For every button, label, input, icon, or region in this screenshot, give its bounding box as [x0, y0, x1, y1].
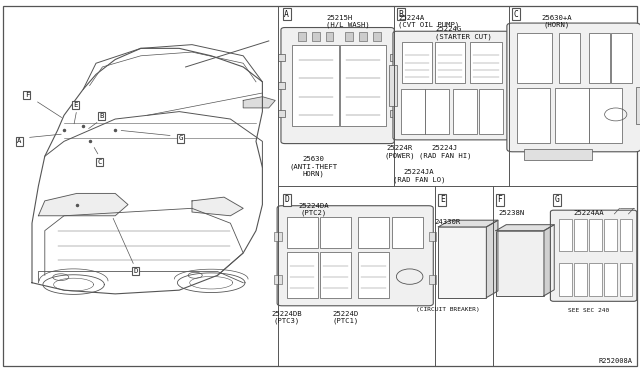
Bar: [345, 32, 353, 41]
Text: B: B: [398, 10, 403, 19]
Bar: [559, 219, 572, 251]
Bar: [496, 231, 544, 296]
Bar: [517, 88, 550, 143]
Bar: [429, 275, 436, 284]
Bar: [636, 87, 640, 124]
Text: A: A: [284, 10, 289, 19]
Bar: [453, 89, 477, 134]
Bar: [620, 219, 632, 251]
Bar: [429, 232, 436, 241]
Bar: [524, 149, 592, 160]
Text: 25630+A
(HORN): 25630+A (HORN): [541, 15, 572, 28]
Text: 25224JA
(RAD FAN LO): 25224JA (RAD FAN LO): [393, 169, 445, 183]
Bar: [312, 32, 319, 41]
Bar: [589, 88, 622, 143]
Text: E: E: [74, 102, 77, 108]
Text: B: B: [99, 113, 103, 119]
Text: 25224DA
(PTC2): 25224DA (PTC2): [298, 203, 329, 216]
Text: R252008A: R252008A: [598, 358, 632, 364]
FancyBboxPatch shape: [281, 28, 394, 144]
Text: 25224D
(PTC1): 25224D (PTC1): [332, 311, 359, 324]
Polygon shape: [192, 197, 243, 216]
Bar: [320, 217, 351, 248]
Bar: [358, 217, 389, 248]
Bar: [326, 32, 333, 41]
Bar: [604, 219, 617, 251]
Text: 25224A
(CVT OIL PUMP): 25224A (CVT OIL PUMP): [398, 15, 460, 28]
Bar: [287, 252, 317, 298]
Bar: [390, 110, 397, 117]
Bar: [274, 232, 282, 241]
Text: D: D: [134, 268, 138, 274]
Text: 25224AA: 25224AA: [573, 210, 604, 216]
Text: E: E: [440, 195, 445, 204]
Bar: [620, 263, 632, 296]
Bar: [292, 45, 339, 126]
Polygon shape: [243, 97, 275, 108]
Text: A: A: [17, 138, 21, 144]
Bar: [556, 88, 589, 143]
Text: 25215H
(H/L WASH): 25215H (H/L WASH): [326, 15, 370, 28]
Text: C: C: [513, 10, 518, 19]
Text: C: C: [97, 159, 101, 165]
Bar: [402, 42, 433, 83]
Bar: [278, 110, 285, 117]
Bar: [479, 89, 504, 134]
Bar: [274, 275, 282, 284]
Bar: [298, 32, 306, 41]
Bar: [559, 33, 580, 83]
Bar: [390, 82, 397, 89]
Text: 25224G
(STARTER CUT): 25224G (STARTER CUT): [435, 26, 492, 39]
Text: F: F: [497, 195, 502, 204]
Polygon shape: [486, 220, 498, 298]
Bar: [574, 219, 587, 251]
Bar: [589, 219, 602, 251]
Text: G: G: [179, 135, 182, 141]
Bar: [425, 89, 449, 134]
Text: 25224DB
(PTC3): 25224DB (PTC3): [271, 311, 302, 324]
Bar: [435, 42, 465, 83]
Bar: [389, 65, 397, 106]
Bar: [401, 89, 424, 134]
Bar: [604, 263, 617, 296]
Bar: [287, 217, 317, 248]
Bar: [574, 263, 587, 296]
Text: 25224R
(POWER): 25224R (POWER): [385, 145, 415, 158]
Text: 25224J
(RAD FAN HI): 25224J (RAD FAN HI): [419, 145, 471, 158]
Text: 25630
(ANTI-THEFT
HORN): 25630 (ANTI-THEFT HORN): [289, 156, 338, 177]
Bar: [373, 32, 381, 41]
FancyBboxPatch shape: [277, 206, 433, 306]
Polygon shape: [496, 225, 554, 231]
Bar: [392, 217, 423, 248]
Bar: [358, 252, 389, 298]
Bar: [559, 263, 572, 296]
Text: (CIRCUIT BREAKER): (CIRCUIT BREAKER): [416, 307, 480, 312]
Bar: [390, 54, 397, 61]
Text: SEE SEC 240: SEE SEC 240: [568, 308, 609, 313]
Bar: [470, 42, 502, 83]
Bar: [611, 33, 632, 83]
Bar: [278, 54, 285, 61]
Polygon shape: [38, 193, 128, 216]
Bar: [359, 32, 367, 41]
Bar: [589, 33, 609, 83]
Polygon shape: [544, 225, 554, 296]
Bar: [340, 45, 386, 126]
Bar: [589, 263, 602, 296]
Bar: [517, 33, 552, 83]
Text: 24330R: 24330R: [435, 219, 461, 225]
Bar: [320, 252, 351, 298]
Polygon shape: [438, 220, 498, 227]
Text: G: G: [554, 195, 559, 204]
Text: 25238N: 25238N: [499, 210, 525, 216]
Text: D: D: [284, 195, 289, 204]
Text: F: F: [25, 92, 29, 98]
Bar: [278, 82, 285, 89]
Bar: [438, 227, 486, 298]
FancyBboxPatch shape: [393, 31, 509, 140]
FancyBboxPatch shape: [507, 23, 640, 152]
FancyBboxPatch shape: [550, 210, 637, 301]
Bar: [614, 214, 628, 229]
